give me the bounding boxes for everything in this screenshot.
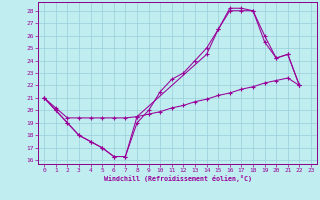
X-axis label: Windchill (Refroidissement éolien,°C): Windchill (Refroidissement éolien,°C) xyxy=(104,175,252,182)
